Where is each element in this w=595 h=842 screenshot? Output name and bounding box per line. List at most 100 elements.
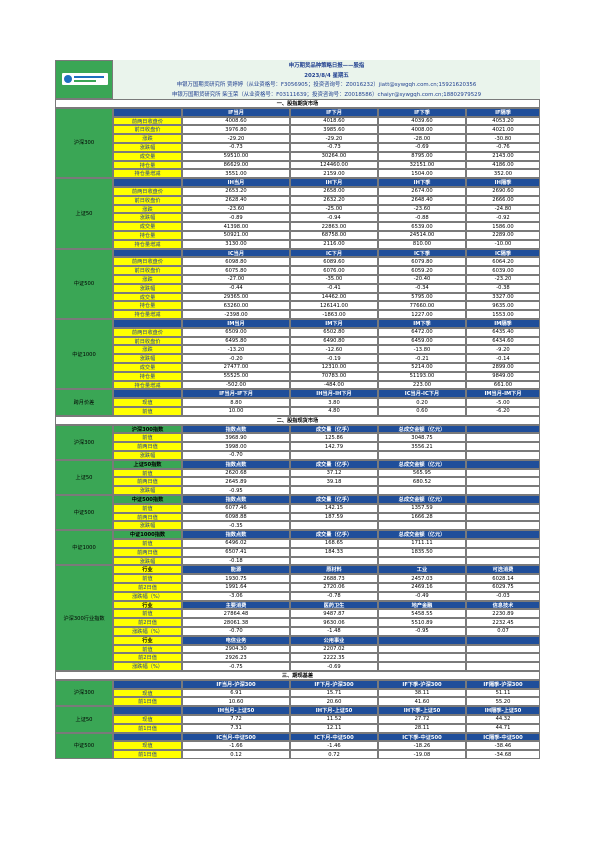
row-label: 涨跌幅（%） xyxy=(113,627,182,636)
value-cell xyxy=(378,486,466,495)
value-cell: 168.65 xyxy=(290,539,378,548)
value-cell: 2232.45 xyxy=(466,618,540,627)
value-cell: -23.60 xyxy=(182,204,290,214)
row-label: 现值 xyxy=(113,398,182,407)
column-header: 成交量（亿手） xyxy=(290,459,378,469)
value-cell: 810.00 xyxy=(378,239,466,249)
value-cell: 63260.00 xyxy=(182,301,290,311)
header-label: 中证500指数 xyxy=(113,495,182,504)
value-cell xyxy=(466,477,540,487)
value-cell: 2666.00 xyxy=(466,195,540,205)
value-cell: 0.20 xyxy=(378,398,466,407)
column-header: 总成交金额（亿元） xyxy=(378,424,466,434)
value-cell: -1.48 xyxy=(290,627,378,636)
value-cell: -484.00 xyxy=(290,380,378,390)
value-cell: -0.69 xyxy=(378,143,466,152)
column-header: IF当月-IF下月 xyxy=(182,389,290,399)
value-cell: 3130.00 xyxy=(182,239,290,249)
value-cell: 0.12 xyxy=(182,750,290,759)
value-cell: 27864.48 xyxy=(182,609,290,619)
value-cell: -0.73 xyxy=(290,143,378,152)
column-header: IF隔季 xyxy=(466,107,540,117)
value-cell xyxy=(290,451,378,460)
row-label: 持仓量增减 xyxy=(113,239,182,249)
row-label: 前2日值 xyxy=(113,618,182,627)
value-cell: -0.03 xyxy=(466,591,540,601)
column-header: IC下季-中证500 xyxy=(378,732,466,742)
value-cell: -0.88 xyxy=(378,213,466,223)
value-cell: 184.33 xyxy=(290,547,378,557)
value-cell: 6502.80 xyxy=(290,327,378,337)
column-header: 总成交金额（亿元） xyxy=(378,530,466,539)
value-cell: 3985.60 xyxy=(290,125,378,135)
value-cell: 7.31 xyxy=(182,723,290,733)
row-label: 涨跌 xyxy=(113,134,182,143)
value-cell: 2688.73 xyxy=(290,574,378,583)
row-label: 前值 xyxy=(113,644,182,654)
value-cell: 2620.68 xyxy=(182,468,290,478)
block-label: 沪深300 xyxy=(55,107,113,179)
row-label: 涨跌幅 xyxy=(113,486,182,495)
column-header: IH当月-IH下月 xyxy=(290,389,378,399)
row-label: 前两日收盘价 xyxy=(113,327,182,337)
value-cell: 0.60 xyxy=(378,407,466,416)
value-cell: -0.14 xyxy=(466,354,540,363)
value-cell: 565.95 xyxy=(378,468,466,478)
value-cell: 8.80 xyxy=(182,398,290,407)
row-label: 现值 xyxy=(113,715,182,724)
value-cell: 6098.80 xyxy=(182,257,290,267)
value-cell xyxy=(466,521,540,531)
row-label: 持仓量 xyxy=(113,371,182,381)
row-label: 涨跌幅 xyxy=(113,521,182,531)
row-label: 现值 xyxy=(113,688,182,698)
value-cell: 77660.00 xyxy=(378,301,466,311)
header-label xyxy=(113,732,182,742)
column-header: 成交量（亿手） xyxy=(290,530,378,539)
column-header xyxy=(466,459,540,469)
value-cell: 187.59 xyxy=(290,512,378,522)
value-cell: 126141.00 xyxy=(290,301,378,311)
value-cell: -0.41 xyxy=(290,283,378,293)
value-cell: -24.80 xyxy=(466,204,540,214)
value-cell: 2720.06 xyxy=(290,583,378,592)
value-cell: -0.20 xyxy=(182,354,290,363)
row-label: 前值 xyxy=(113,574,182,583)
value-cell: 124460.00 xyxy=(290,160,378,170)
value-cell xyxy=(290,521,378,531)
report-date: 2023/8/4 星期五 xyxy=(113,70,540,79)
value-cell: 55525.00 xyxy=(182,371,290,381)
value-cell: 70783.00 xyxy=(290,371,378,381)
value-cell: 2143.00 xyxy=(466,151,540,161)
value-cell: 24514.00 xyxy=(378,231,466,240)
value-cell: 39.18 xyxy=(290,477,378,487)
value-cell: -3.06 xyxy=(182,591,290,601)
value-cell: 1357.59 xyxy=(378,503,466,513)
column-header: IF下季 xyxy=(378,107,466,117)
column-header xyxy=(466,635,540,645)
row-label: 前两日值 xyxy=(113,477,182,487)
row-label: 涨跌幅 xyxy=(113,354,182,363)
block-label: 中证500 xyxy=(55,732,113,759)
row-label: 前值 xyxy=(113,503,182,513)
value-cell xyxy=(378,451,466,460)
value-cell: -23.20 xyxy=(466,275,540,284)
value-cell: 2116.00 xyxy=(290,239,378,249)
section-title: 三、期现基差 xyxy=(55,671,540,680)
row-label: 持仓量增减 xyxy=(113,380,182,390)
row-label: 前值 xyxy=(113,433,182,443)
value-cell: 51193.00 xyxy=(378,371,466,381)
row-label: 前两日收盘价 xyxy=(113,257,182,267)
column-header: 信息技术 xyxy=(466,600,540,610)
value-cell: 352.00 xyxy=(466,169,540,179)
value-cell: -29.20 xyxy=(182,134,290,143)
value-cell: -0.44 xyxy=(182,283,290,293)
header-label: 行业 xyxy=(113,600,182,610)
column-header: IH下季-上证50 xyxy=(378,706,466,715)
value-cell: -19.08 xyxy=(378,750,466,759)
column-header: 工业 xyxy=(378,565,466,575)
value-cell: 2648.40 xyxy=(378,195,466,205)
value-cell: -1.66 xyxy=(182,741,290,751)
row-label: 成交量 xyxy=(113,222,182,231)
value-cell: 2899.00 xyxy=(466,363,540,372)
value-cell: 2653.20 xyxy=(182,187,290,196)
